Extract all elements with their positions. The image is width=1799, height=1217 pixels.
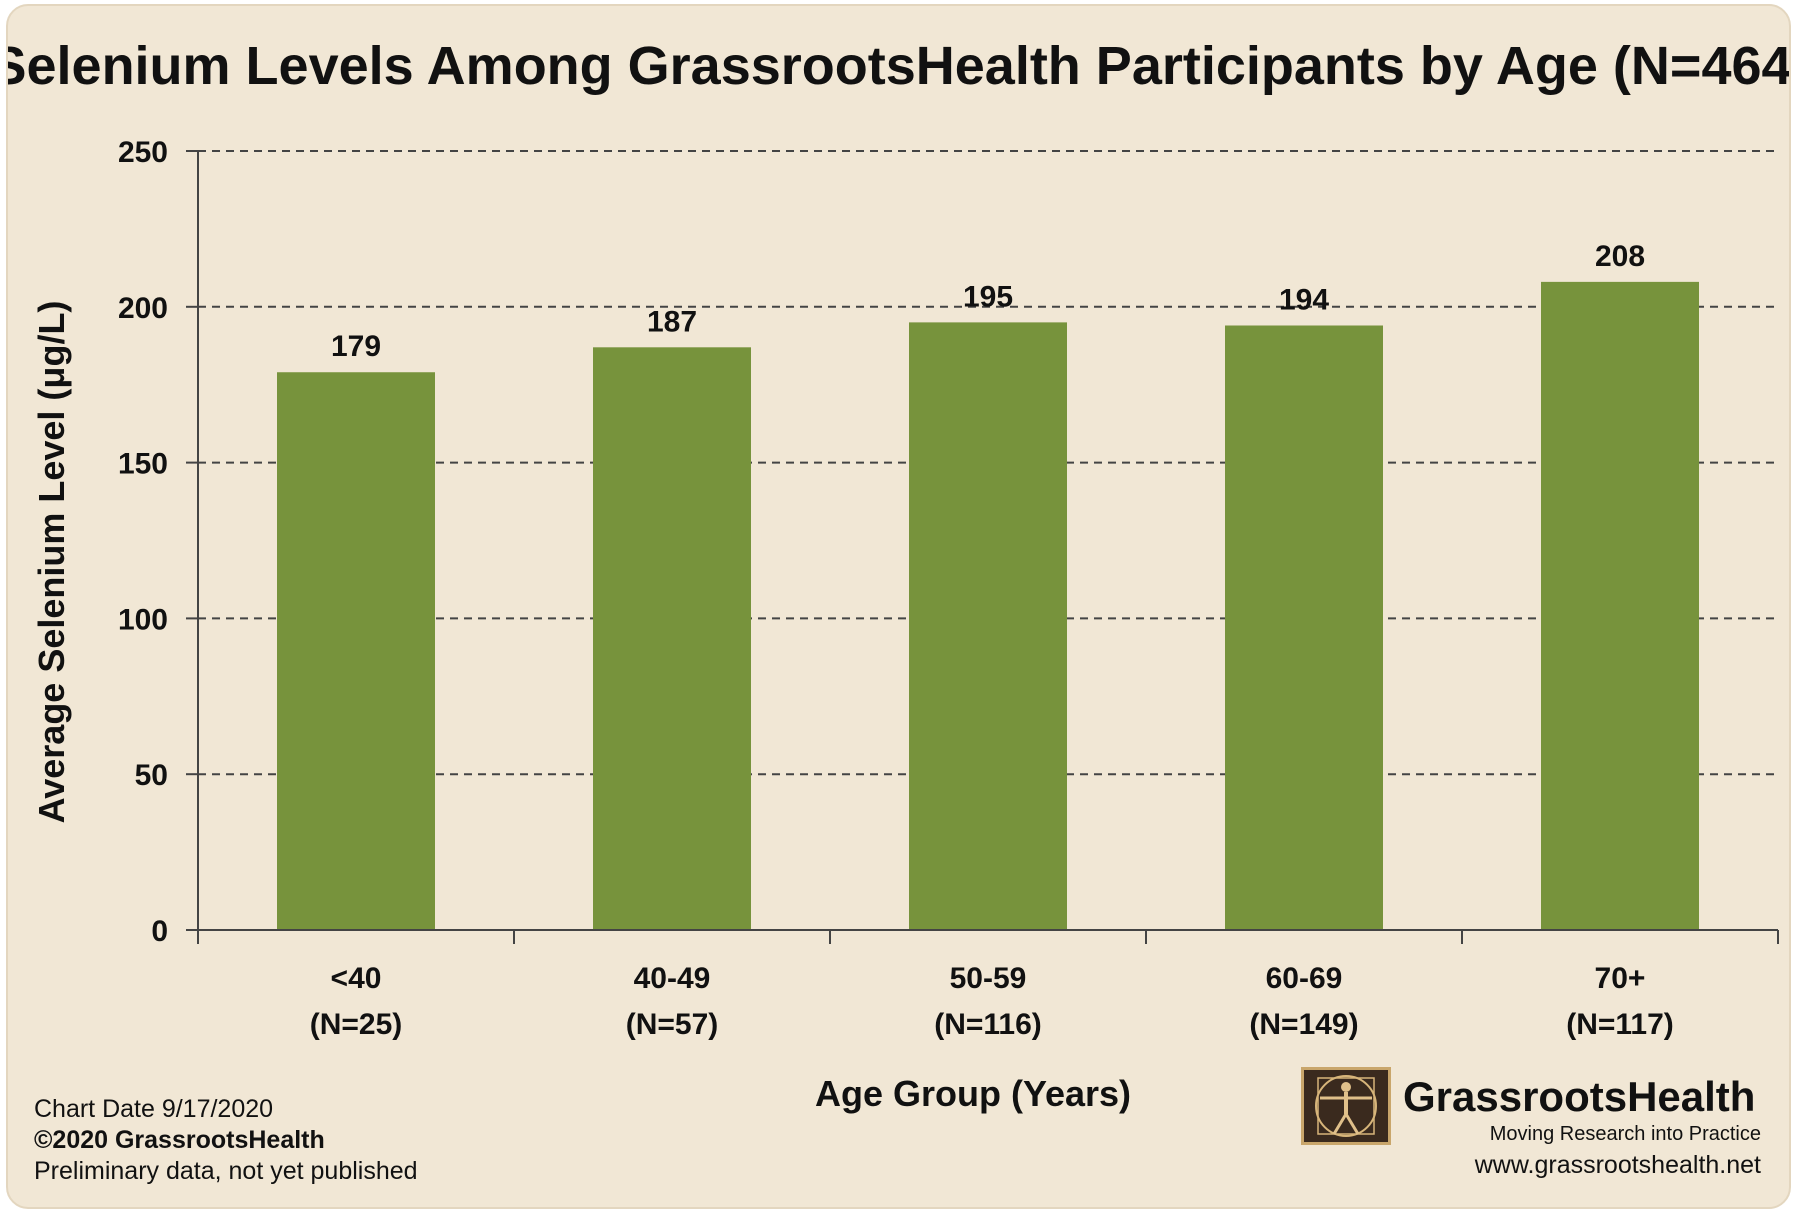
chart-date: Chart Date 9/17/2020 xyxy=(34,1095,274,1123)
bar xyxy=(1225,325,1383,931)
chart-title: Selenium Levels Among GrassrootsHealth P… xyxy=(8,36,1791,96)
x-axis-title: Age Group (Years) xyxy=(815,1073,1131,1114)
bar xyxy=(277,372,435,931)
data-label: 179 xyxy=(331,330,381,363)
footer: Chart Date 9/17/2020 ©2020 GrassrootsHea… xyxy=(34,1094,418,1187)
chart: Selenium Levels Among GrassrootsHealth P… xyxy=(8,36,1791,1114)
labels: 0 50 100 150 200 250 179 <40 (N=25) 187 40-49 (N=57… xyxy=(118,136,1674,1041)
x-tick-sublabel: (N=117) xyxy=(1566,1008,1674,1041)
bar xyxy=(593,347,751,931)
x-tick-label: 60-69 xyxy=(1266,962,1343,995)
bar xyxy=(909,322,1067,930)
x-tick-label: 50-59 xyxy=(950,962,1027,995)
brand-block: GrassrootsHealth Moving Research into Pr… xyxy=(1301,1061,1761,1187)
data-label: 195 xyxy=(963,280,1013,313)
data-label: 194 xyxy=(1279,283,1329,316)
chart-card: Selenium Levels Among GrassrootsHealth P… xyxy=(6,4,1791,1209)
y-axis-title: Average Selenium Level (μg/L) xyxy=(31,301,72,824)
copyright: ©2020 GrassrootsHealth xyxy=(34,1126,325,1154)
x-tick-label: 40-49 xyxy=(634,962,711,995)
bars xyxy=(277,281,1699,931)
vitruvian-man-icon xyxy=(1301,1067,1391,1145)
brand-tagline: Moving Research into Practice xyxy=(1489,1123,1761,1145)
axes xyxy=(186,150,1779,944)
x-tick-sublabel: (N=57) xyxy=(626,1008,719,1041)
x-tick-sublabel: (N=149) xyxy=(1249,1008,1358,1041)
y-tick-label: 50 xyxy=(135,759,168,792)
x-tick-sublabel: (N=25) xyxy=(310,1008,403,1041)
data-label: 187 xyxy=(647,305,697,338)
x-tick-label: 70+ xyxy=(1595,962,1646,995)
data-label: 208 xyxy=(1595,240,1645,273)
y-tick-label: 0 xyxy=(151,915,168,948)
y-tick-label: 100 xyxy=(118,603,168,636)
y-tick-label: 150 xyxy=(118,448,168,481)
brand-url[interactable]: www.grassrootshealth.net xyxy=(1474,1151,1761,1179)
x-tick-label: <40 xyxy=(331,962,382,995)
preliminary-note: Preliminary data, not yet published xyxy=(34,1157,418,1185)
brand-name: GrassrootsHealth xyxy=(1403,1073,1756,1120)
x-tick-sublabel: (N=116) xyxy=(934,1008,1042,1041)
bar xyxy=(1541,281,1699,930)
y-tick-label: 250 xyxy=(118,136,168,169)
y-tick-label: 200 xyxy=(118,292,168,325)
